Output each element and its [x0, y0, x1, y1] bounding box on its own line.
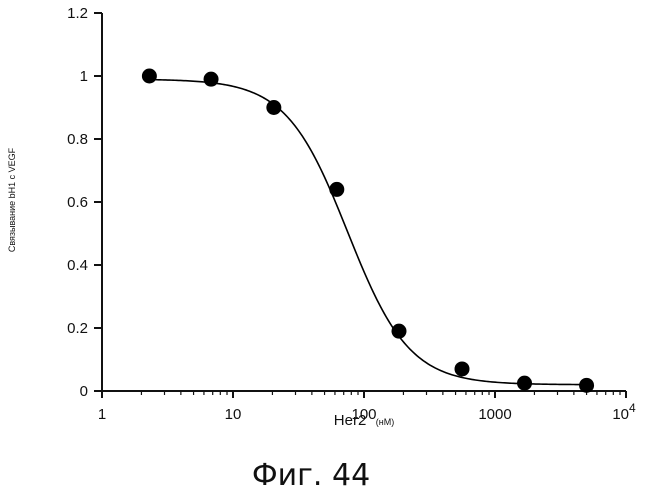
x-axis-label-unit: (нМ): [376, 417, 394, 427]
data-point: [579, 378, 594, 393]
y-tick-label: 0.6: [67, 194, 88, 211]
data-point: [266, 100, 281, 115]
x-tick-label: 1000: [478, 406, 511, 423]
y-tick-label: 0.4: [67, 257, 88, 274]
data-point: [455, 361, 470, 376]
x-tick-label: 10: [225, 406, 242, 423]
data-point: [391, 324, 406, 339]
data-point: [329, 182, 344, 197]
figure-caption: Фиг. 44: [252, 458, 370, 493]
data-points-layer: [142, 69, 594, 393]
x-tick-label: 1: [98, 406, 106, 423]
y-tick-label: 0.2: [67, 320, 88, 337]
y-tick-label: 0: [80, 383, 88, 400]
y-tick-label: 1.2: [67, 5, 88, 22]
fit-curve: [149, 80, 586, 385]
chart-axes: 00.20.40.60.811.21101001000104: [67, 5, 636, 423]
fit-curve-layer: [149, 80, 586, 385]
y-tick-label: 0.8: [67, 131, 88, 148]
x-tick-label-last: 104: [612, 401, 636, 423]
x-axis-label-main: Her2: [334, 412, 367, 429]
x-axis-label: Her2 (нМ): [334, 412, 394, 429]
data-point: [517, 376, 532, 391]
data-point: [142, 69, 157, 84]
y-tick-label: 1: [80, 68, 88, 85]
data-point: [204, 72, 219, 87]
y-axis-label: Связывание bH1 с VEGF: [7, 147, 17, 252]
